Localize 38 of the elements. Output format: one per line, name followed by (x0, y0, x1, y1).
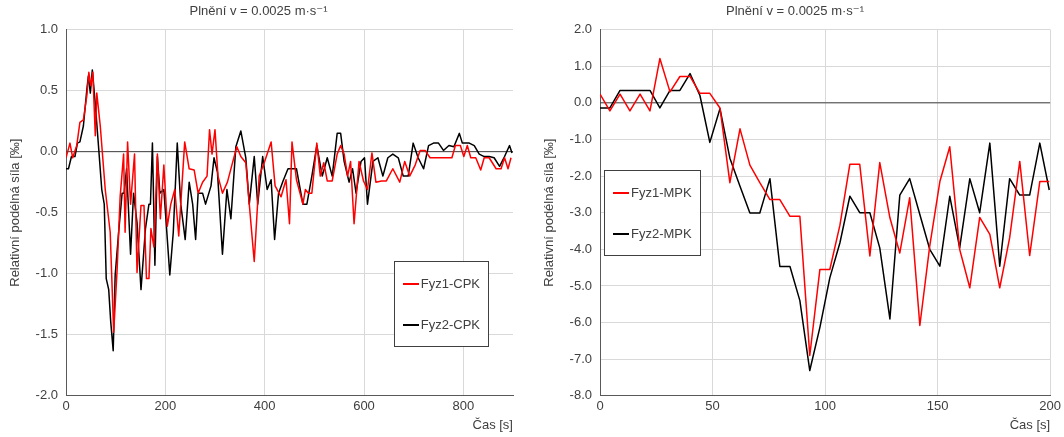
x-tick-label: 100 (814, 398, 836, 414)
y-tick-label: 0.0 (39, 143, 58, 159)
legend-label: Fyz2-CPK (420, 317, 480, 332)
y-tick-label: -8.0 (569, 387, 592, 403)
y-tick-label: 0.0 (573, 94, 592, 110)
x-tick-label: 600 (353, 398, 375, 414)
y-tick-label: -1.0 (569, 131, 592, 147)
y-tick-label: -3.0 (569, 204, 592, 220)
y-tick-label: -7.0 (569, 350, 592, 366)
x-tick-label: 800 (452, 398, 475, 414)
x-tick-label: 200 (1039, 398, 1062, 414)
y-tick-label: 0.5 (39, 82, 58, 98)
y-tick-label: -6.0 (569, 314, 592, 330)
legend-label: Fyz2-MPK (631, 226, 692, 241)
x-tick-label: 150 (926, 398, 949, 414)
y-tick-label: -4.0 (569, 240, 592, 256)
x-tick-label: 0 (596, 398, 604, 414)
y-tick-label: 1.0 (573, 57, 592, 73)
x-axis-title: Čas [s] (1009, 416, 1051, 432)
y-tick-label: -2.0 (35, 387, 58, 403)
y-tick-label: -1.0 (35, 265, 58, 281)
y-tick-label: -0.5 (35, 204, 58, 220)
chart-title: Plnění v = 0.0025 m·s⁻¹ (189, 3, 329, 19)
y-tick-label: -2.0 (569, 167, 592, 183)
legend-label: Fyz1-CPK (420, 276, 480, 291)
y-tick-label: 1.0 (39, 21, 58, 37)
x-axis-title: Čas [s] (472, 416, 513, 432)
legend-label: Fyz1-MPK (631, 185, 692, 200)
x-tick-label: 400 (253, 398, 276, 414)
y-axis-title: Relativní podélná síla [‰] (541, 138, 557, 287)
x-tick-label: 50 (705, 398, 720, 414)
y-axis-title: Relativní podélná síla [‰] (7, 138, 23, 287)
x-tick-label: 200 (154, 398, 177, 414)
y-tick-label: -5.0 (569, 277, 592, 293)
y-tick-label: 2.0 (573, 21, 592, 37)
x-tick-label: 0 (62, 398, 70, 414)
chart-title: Plnění v = 0.0025 m·s⁻¹ (725, 3, 865, 19)
y-tick-label: -1.5 (35, 326, 58, 342)
